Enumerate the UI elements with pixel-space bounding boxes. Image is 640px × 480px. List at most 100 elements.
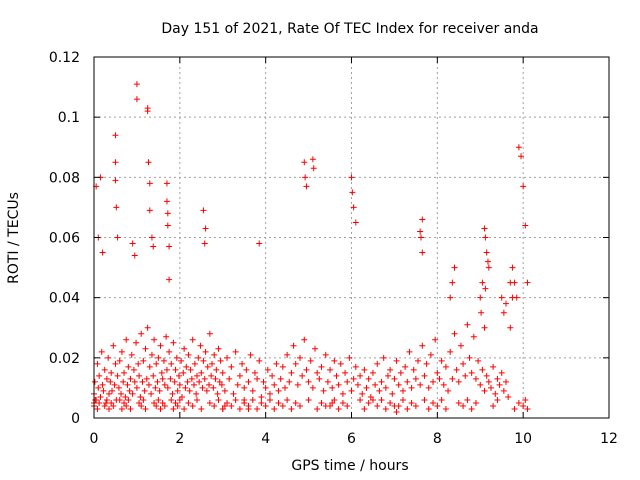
data-point xyxy=(455,378,462,385)
data-point xyxy=(254,375,261,382)
data-point xyxy=(438,396,445,403)
data-point xyxy=(408,384,415,391)
data-point xyxy=(344,378,351,385)
data-point xyxy=(374,402,381,409)
data-point xyxy=(509,294,516,301)
data-point xyxy=(361,405,368,412)
data-point xyxy=(312,345,319,352)
data-point xyxy=(302,174,309,181)
data-point xyxy=(400,387,406,394)
x-tick-label: 8 xyxy=(433,431,442,447)
data-point xyxy=(515,399,522,406)
y-tick-label: 0.06 xyxy=(49,231,80,247)
data-point xyxy=(180,369,187,376)
data-point xyxy=(153,402,160,409)
data-point xyxy=(213,366,220,373)
x-tick-label: 4 xyxy=(261,431,270,447)
data-point xyxy=(524,405,531,412)
data-point xyxy=(142,405,149,412)
data-point xyxy=(322,402,329,409)
data-point xyxy=(307,357,314,364)
data-point xyxy=(206,381,213,388)
data-point xyxy=(451,264,458,271)
data-point xyxy=(171,378,178,385)
data-point xyxy=(290,342,297,349)
data-point xyxy=(387,366,394,373)
data-point xyxy=(430,378,437,385)
data-point xyxy=(297,354,303,361)
data-point xyxy=(361,366,368,373)
data-point xyxy=(335,405,342,412)
data-point xyxy=(500,387,507,394)
data-point xyxy=(159,375,166,382)
data-point xyxy=(271,405,278,412)
data-point xyxy=(365,399,372,406)
data-point xyxy=(116,357,123,364)
data-point xyxy=(507,324,514,331)
data-point xyxy=(335,381,342,388)
data-point xyxy=(258,399,265,406)
data-point xyxy=(218,381,225,388)
data-point xyxy=(103,396,110,403)
data-point xyxy=(100,387,107,394)
data-point xyxy=(133,339,140,346)
data-point xyxy=(281,384,288,391)
data-point xyxy=(449,279,456,286)
data-point xyxy=(275,399,282,406)
data-point xyxy=(462,372,469,379)
data-point xyxy=(496,381,503,388)
x-tick-label: 2 xyxy=(175,431,184,447)
data-point xyxy=(211,402,218,409)
data-point xyxy=(483,372,490,379)
data-point xyxy=(492,390,499,397)
y-tick-label: 0.12 xyxy=(49,50,80,66)
data-point xyxy=(245,402,252,409)
data-point xyxy=(451,330,458,337)
data-point xyxy=(161,381,168,388)
data-point xyxy=(121,369,128,376)
data-point xyxy=(487,384,494,391)
data-point xyxy=(382,384,389,391)
data-point xyxy=(198,369,205,376)
data-point xyxy=(214,390,221,397)
data-point xyxy=(357,372,364,379)
data-point xyxy=(464,321,471,328)
data-point xyxy=(156,387,163,394)
data-point xyxy=(412,375,419,382)
data-point xyxy=(110,402,117,409)
data-point xyxy=(113,204,120,211)
data-point xyxy=(133,96,140,103)
data-point xyxy=(146,180,153,187)
data-point xyxy=(201,375,208,382)
data-point xyxy=(260,378,267,385)
data-point xyxy=(292,399,299,406)
data-point xyxy=(365,375,372,382)
data-point xyxy=(472,375,479,382)
data-point xyxy=(277,375,284,382)
data-point xyxy=(318,363,325,370)
data-point xyxy=(146,207,153,214)
data-point xyxy=(112,132,119,139)
data-point xyxy=(135,360,142,367)
data-point xyxy=(106,390,113,397)
data-point xyxy=(412,402,419,409)
data-point xyxy=(354,381,361,388)
data-point xyxy=(472,399,479,406)
data-point xyxy=(466,354,473,361)
data-point xyxy=(98,348,105,355)
data-point xyxy=(217,357,224,364)
data-point xyxy=(123,336,130,343)
data-point xyxy=(286,378,293,385)
data-point xyxy=(402,363,409,370)
data-point xyxy=(320,387,327,394)
data-point xyxy=(152,384,159,391)
data-point xyxy=(520,183,527,190)
data-point xyxy=(107,378,114,385)
data-point xyxy=(470,333,477,340)
data-point xyxy=(173,354,180,361)
y-tick-label: 0.1 xyxy=(58,110,80,126)
y-tick-label: 0.04 xyxy=(49,291,80,307)
data-point xyxy=(122,393,129,400)
data-point xyxy=(99,381,106,388)
